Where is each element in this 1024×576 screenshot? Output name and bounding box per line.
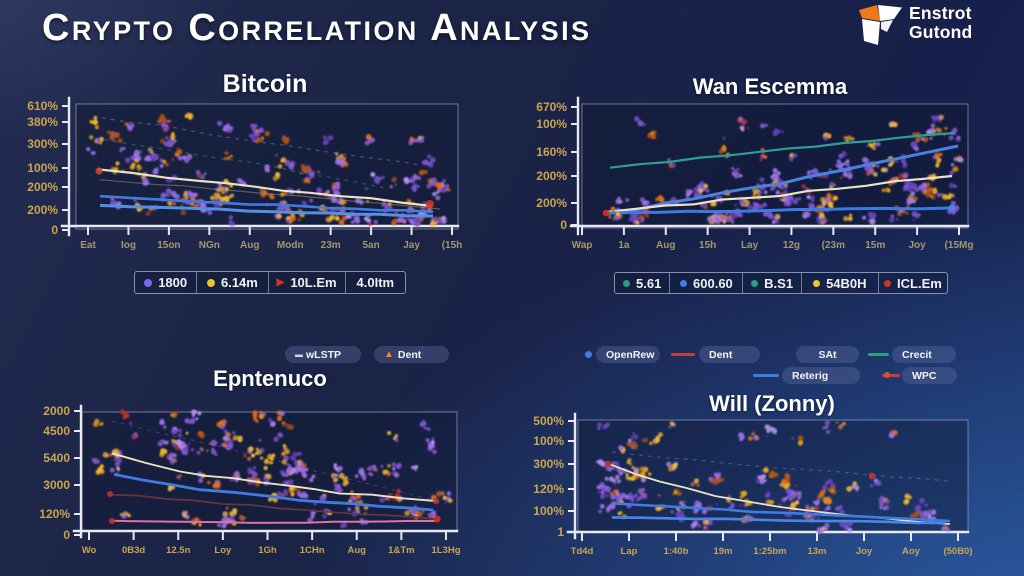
- svg-text:200%: 200%: [536, 196, 567, 210]
- svg-text:100%: 100%: [27, 161, 58, 175]
- svg-text:4500: 4500: [43, 424, 70, 438]
- svg-text:Joy: Joy: [908, 240, 926, 251]
- svg-text:(15Mg: (15Mg: [945, 240, 974, 251]
- svg-text:Aug: Aug: [348, 545, 367, 556]
- svg-text:Wo: Wo: [82, 545, 97, 556]
- svg-text:15m: 15m: [865, 240, 885, 251]
- svg-text:15h: 15h: [699, 240, 716, 251]
- svg-text:300%: 300%: [27, 137, 58, 151]
- svg-text:1:25bm: 1:25bm: [753, 546, 786, 557]
- svg-text:500%: 500%: [533, 414, 564, 428]
- svg-text:1Gh: 1Gh: [258, 545, 277, 556]
- svg-text:3000: 3000: [43, 478, 70, 492]
- svg-text:12g: 12g: [783, 240, 800, 251]
- svg-text:Iog: Iog: [121, 240, 136, 251]
- svg-text:Modn: Modn: [277, 240, 304, 251]
- svg-text:100%: 100%: [536, 117, 567, 131]
- svg-text:15on: 15on: [157, 240, 180, 251]
- svg-text:0B3d: 0B3d: [122, 545, 145, 556]
- svg-text:0: 0: [51, 223, 58, 237]
- svg-text:380%: 380%: [27, 115, 58, 129]
- svg-text:(15h: (15h: [442, 240, 463, 251]
- svg-text:Eat: Eat: [80, 240, 96, 251]
- svg-text:NGn: NGn: [199, 240, 220, 251]
- svg-text:Lap: Lap: [621, 546, 638, 557]
- svg-text:670%: 670%: [536, 100, 567, 114]
- svg-text:1:40b: 1:40b: [664, 546, 689, 557]
- svg-text:2000: 2000: [43, 404, 70, 418]
- svg-text:200%: 200%: [536, 169, 567, 183]
- svg-text:12.5n: 12.5n: [166, 545, 190, 556]
- svg-text:100%: 100%: [533, 504, 564, 518]
- svg-text:Lay: Lay: [741, 240, 759, 251]
- svg-text:(50B0): (50B0): [943, 546, 972, 557]
- svg-text:5400: 5400: [43, 451, 70, 465]
- svg-text:1CHn: 1CHn: [300, 545, 325, 556]
- svg-text:Aug: Aug: [240, 240, 259, 251]
- svg-text:100%: 100%: [533, 434, 564, 448]
- svg-text:Jay: Jay: [403, 240, 420, 251]
- svg-text:1&Tm: 1&Tm: [388, 545, 414, 556]
- svg-text:Aug: Aug: [656, 240, 675, 251]
- svg-text:300%: 300%: [533, 457, 564, 471]
- svg-text:Aoy: Aoy: [902, 546, 921, 557]
- svg-text:13m: 13m: [807, 546, 826, 557]
- svg-text:0: 0: [63, 528, 70, 542]
- svg-text:Wap: Wap: [572, 240, 593, 251]
- svg-text:160%: 160%: [536, 145, 567, 159]
- svg-text:Joy: Joy: [856, 546, 873, 557]
- svg-text:5an: 5an: [362, 240, 379, 251]
- svg-text:1L3Hg: 1L3Hg: [431, 545, 460, 556]
- svg-text:(23m: (23m: [822, 240, 845, 251]
- svg-text:Loy: Loy: [214, 545, 232, 556]
- svg-text:1: 1: [557, 525, 564, 539]
- svg-text:120%: 120%: [533, 482, 564, 496]
- svg-text:19m: 19m: [713, 546, 732, 557]
- svg-text:23m: 23m: [321, 240, 341, 251]
- svg-text:200%: 200%: [27, 180, 58, 194]
- svg-text:0: 0: [560, 218, 567, 232]
- svg-text:Td4d: Td4d: [571, 546, 594, 557]
- svg-text:1a: 1a: [618, 240, 630, 251]
- svg-text:120%: 120%: [39, 507, 70, 521]
- svg-text:200%: 200%: [27, 203, 58, 217]
- svg-text:610%: 610%: [27, 99, 58, 113]
